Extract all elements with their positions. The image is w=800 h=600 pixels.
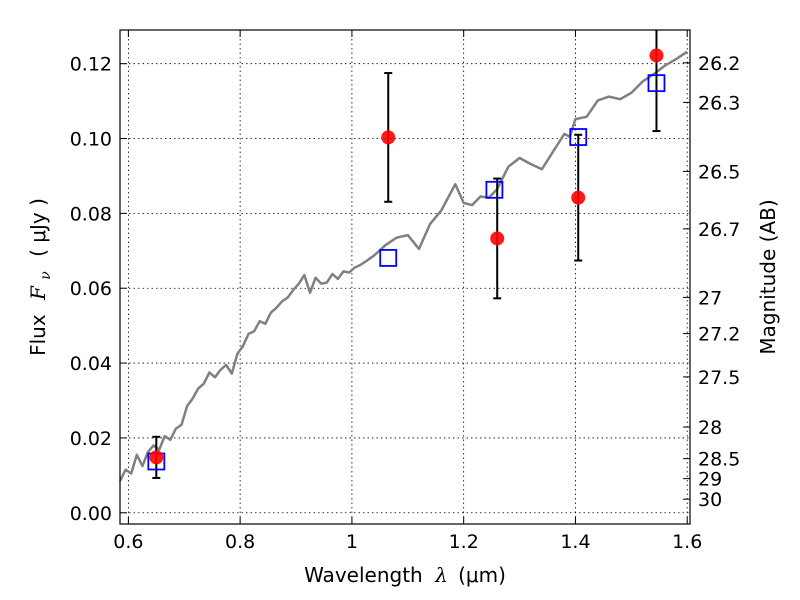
y-axis-label: Flux F ν ( μJy ): [26, 198, 55, 356]
x-tick-label: 1.6: [672, 531, 702, 553]
observed-point-marker: [571, 190, 586, 205]
x-axis-label: Wavelength λ (μm): [304, 563, 506, 587]
y2-tick-label: 29: [698, 469, 722, 491]
grid-layer: [120, 30, 690, 524]
y-axis-label-symbol: F: [26, 285, 50, 301]
y-tick-label: 0.00: [70, 503, 112, 525]
y-axis-label-subscript: ν: [38, 271, 54, 280]
marker-layer: [147, 30, 666, 479]
model-square-marker: [485, 180, 504, 199]
model-square-marker: [379, 249, 398, 267]
y-axis-label-text: Flux: [26, 314, 50, 356]
y2-tick-label: 26.3: [698, 92, 740, 114]
y2-tick-label: 27: [698, 287, 722, 309]
x-tick-label: 0.8: [225, 531, 255, 553]
y2-tick-label: 28.5: [698, 449, 740, 471]
observed-point-marker: [149, 450, 164, 465]
y-tick-label: 0.02: [70, 428, 112, 450]
y2-tick-label: 26.2: [698, 53, 740, 75]
y2-tick-label: 26.5: [698, 161, 740, 183]
y2-tick-label: 26.7: [698, 219, 740, 241]
y-tick-label: 0.12: [70, 54, 112, 76]
x-tick-label: 1: [346, 531, 358, 553]
y-tick-label: 0.06: [70, 278, 112, 300]
x-tick-label: 1.2: [449, 531, 479, 553]
sed-curve: [118, 50, 688, 482]
x-axis-label-symbol: λ: [434, 563, 448, 587]
y-tick-label: 0.10: [70, 129, 112, 151]
y2-tick-label: 27.2: [698, 324, 740, 346]
observed-point-marker: [381, 130, 396, 145]
plot-frame: [119, 29, 691, 525]
y2-tick-label: 28: [698, 417, 722, 439]
model-square-marker: [647, 74, 666, 93]
sed-curve-layer: [118, 50, 688, 482]
y2-tick-label: 27.5: [698, 367, 740, 389]
observed-point-marker: [649, 48, 664, 63]
tick-layer: 0.6 0.8 1 1.2 1.4 1.6 0.00 0.02 0.04 0.06 0.08 0.10…: [70, 30, 740, 553]
y-tick-label: 0.04: [70, 353, 112, 375]
y-tick-label: 0.08: [70, 203, 112, 225]
y2-tick-label: 30: [698, 489, 722, 511]
model-square-marker: [569, 128, 588, 146]
observed-point-marker: [490, 231, 505, 246]
x-tick-label: 0.6: [113, 531, 143, 553]
y-axis-label-unit: ( μJy ): [26, 198, 50, 257]
x-axis-label-unit: (μm): [458, 563, 506, 587]
x-tick-label: 1.4: [560, 531, 590, 553]
y2-axis-label: Magnitude (AB): [756, 199, 780, 354]
x-axis-label-text: Wavelength: [304, 563, 423, 587]
